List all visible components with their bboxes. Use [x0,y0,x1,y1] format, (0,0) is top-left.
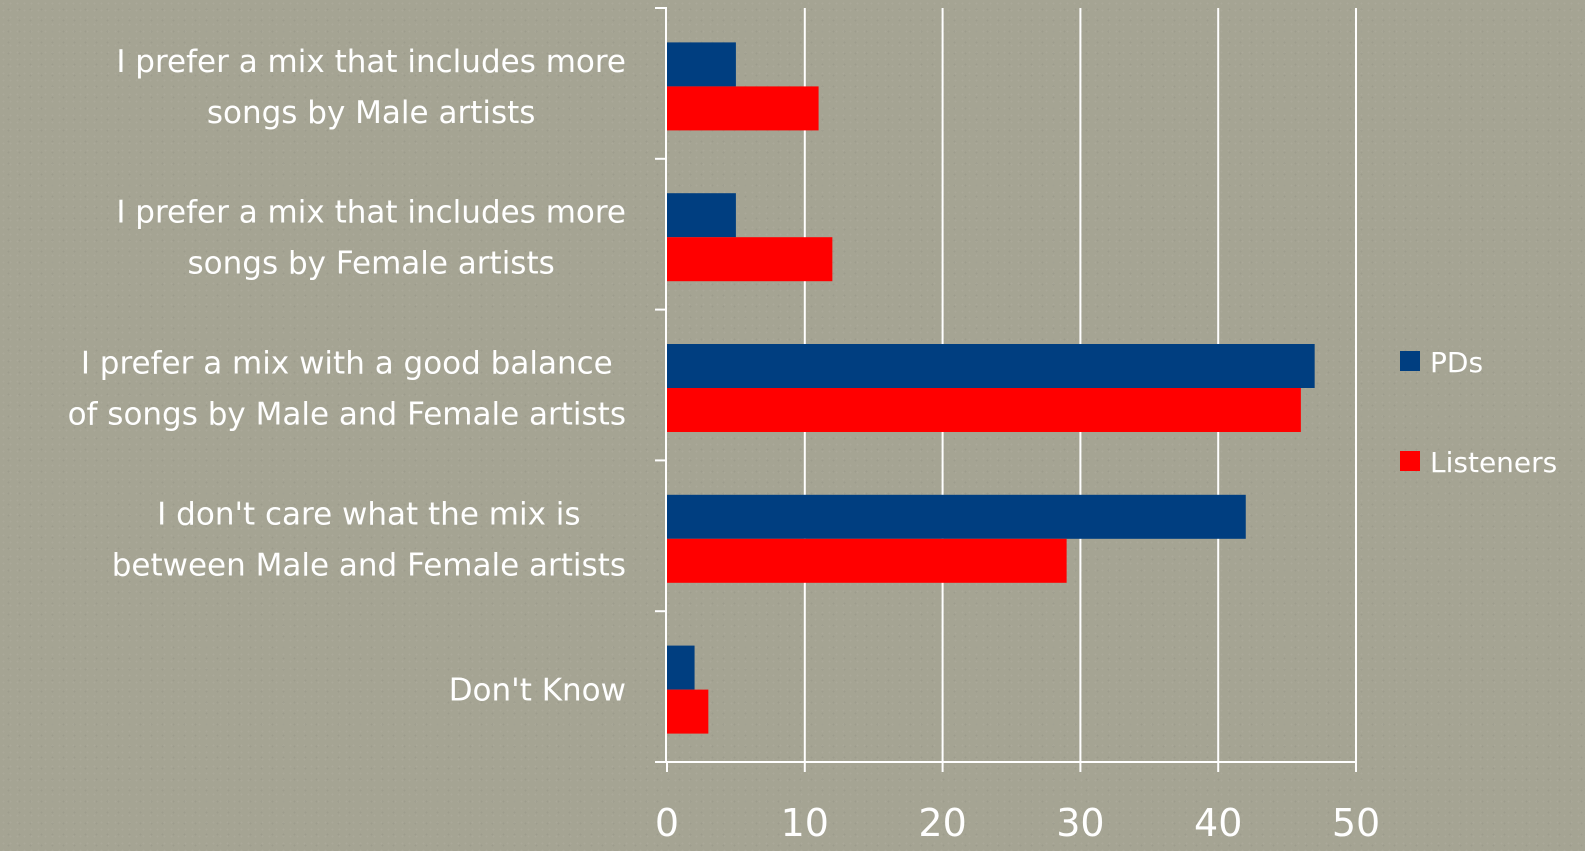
category-label-3: I don't care what the mix is between Male… [112,496,626,583]
x-tick-label-50: 50 [1332,801,1380,845]
legend-label-listeners: Listeners [1430,446,1557,479]
legend-swatch-listeners [1400,451,1420,471]
category-label-4: Don't Know [449,673,626,709]
bars [667,42,1315,734]
category-label-2: I prefer a mix with a good balance of son… [68,346,626,433]
category-labels: I prefer a mix that includes more songs b… [68,44,626,709]
category-label-line: of songs by Male and Female artists [68,397,626,433]
x-tick-label-20: 20 [918,801,966,845]
category-label-line: I prefer a mix that includes more [116,195,626,231]
legend: PDs Listeners [1400,346,1557,479]
bar-pds-2 [667,344,1315,388]
category-label-0: I prefer a mix that includes more songs b… [116,44,626,131]
legend-swatch-pds [1400,351,1420,371]
x-tick-label-0: 0 [655,801,679,845]
category-label-line: songs by Male artists [207,95,536,131]
bar-pds-4 [667,645,695,690]
tick-labels: 0 10 20 30 40 50 [655,801,1380,845]
bar-pds-1 [667,193,736,238]
bar-listeners-4 [667,689,709,734]
bar-listeners-0 [667,86,819,131]
category-label-line: I don't care what the mix is [157,496,580,532]
legend-label-pds: PDs [1430,346,1483,379]
bar-pds-3 [667,494,1246,539]
x-tick-label-40: 40 [1194,801,1242,845]
category-label-line: I prefer a mix with a good balance [81,346,613,382]
category-label-line: between Male and Female artists [112,547,626,583]
x-tick-label-30: 30 [1056,801,1104,845]
bar-listeners-2 [667,388,1301,432]
bar-listeners-3 [667,538,1067,583]
category-label-line: songs by Female artists [188,246,555,282]
axes [655,7,1357,772]
category-label-line: I prefer a mix that includes more [116,44,626,80]
x-tick-label-10: 10 [781,801,829,845]
category-label-1: I prefer a mix that includes more songs b… [116,195,626,282]
category-label-line: Don't Know [449,673,626,709]
bar-listeners-1 [667,237,833,282]
bar-pds-0 [667,42,736,87]
